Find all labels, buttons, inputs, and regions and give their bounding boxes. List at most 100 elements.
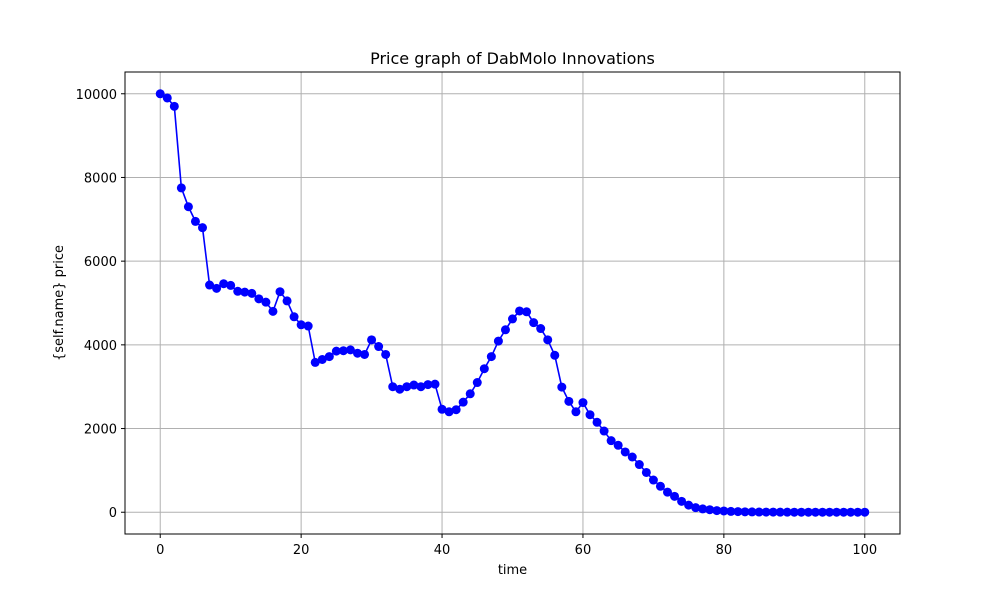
data-point <box>613 440 623 450</box>
data-point <box>381 349 391 359</box>
data-point <box>508 314 517 324</box>
data-point <box>430 379 440 389</box>
x-tick-label: 60 <box>575 543 592 558</box>
data-point <box>395 384 405 394</box>
data-point <box>515 306 525 316</box>
data-point <box>627 452 637 462</box>
data-point <box>169 101 179 111</box>
data-point <box>712 506 722 516</box>
data-point <box>324 352 334 362</box>
data-point <box>247 288 257 298</box>
data-point <box>268 306 278 316</box>
data-point <box>719 506 729 516</box>
x-tick-label: 40 <box>434 543 451 558</box>
x-tick-label: 100 <box>852 543 877 558</box>
data-point <box>860 507 870 517</box>
data-point <box>543 335 553 345</box>
data-point <box>444 407 454 417</box>
data-point <box>557 382 567 392</box>
data-point <box>782 507 792 517</box>
data-point <box>733 507 743 517</box>
data-point <box>254 294 264 304</box>
x-axis-label: time <box>498 563 527 578</box>
data-point <box>698 504 708 514</box>
data-point <box>183 202 193 212</box>
data-point <box>606 436 616 446</box>
data-point <box>529 318 539 328</box>
axis-ticks: 0 20 40 60 80 100 0 2000 4000 6000 8000 10000 <box>76 88 878 558</box>
data-point <box>578 398 588 408</box>
data-point <box>353 348 362 358</box>
data-point <box>296 320 306 330</box>
data-point <box>571 407 581 417</box>
data-point <box>670 491 680 501</box>
series-layer <box>155 89 870 517</box>
y-tick-label: 8000 <box>84 171 117 186</box>
data-point <box>705 505 715 515</box>
data-point <box>599 426 609 436</box>
data-point <box>641 467 651 477</box>
data-point <box>416 382 426 392</box>
x-tick-label: 20 <box>293 543 310 558</box>
data-point <box>810 507 820 517</box>
data-point <box>155 89 165 99</box>
chart-title: Price graph of DabMolo Innovations <box>370 49 655 68</box>
data-point <box>345 345 355 355</box>
data-point <box>796 507 806 517</box>
data-point <box>500 325 510 335</box>
data-point <box>853 507 863 517</box>
data-point <box>374 342 384 352</box>
data-point <box>458 397 468 407</box>
data-point <box>451 405 461 415</box>
data-point <box>402 382 412 392</box>
data-point <box>331 346 341 356</box>
y-tick-label: 4000 <box>84 339 117 354</box>
x-tick-label: 0 <box>156 543 164 558</box>
data-point <box>479 364 489 374</box>
data-point <box>550 350 560 360</box>
data-point <box>634 460 644 470</box>
data-point <box>367 335 377 345</box>
data-point <box>592 417 602 427</box>
data-point <box>740 507 750 517</box>
data-point <box>409 380 419 390</box>
data-point <box>536 324 546 334</box>
data-point <box>338 346 348 356</box>
data-point <box>437 404 447 414</box>
data-point <box>655 481 665 491</box>
plot-area-frame <box>124 71 901 535</box>
data-point <box>226 280 236 290</box>
data-point <box>219 279 229 289</box>
data-point <box>768 507 778 517</box>
data-point <box>310 357 320 367</box>
data-point <box>240 287 250 297</box>
y-tick-label: 2000 <box>84 423 117 438</box>
x-tick-label: 80 <box>716 543 733 558</box>
data-point <box>761 507 771 517</box>
data-point <box>282 296 292 306</box>
data-point <box>289 312 299 322</box>
data-point <box>648 475 658 485</box>
data-point <box>205 280 215 290</box>
data-point <box>684 500 694 510</box>
data-point <box>585 410 595 420</box>
data-point <box>493 336 503 346</box>
data-point <box>818 507 827 517</box>
data-point <box>423 380 433 390</box>
data-point <box>839 507 849 517</box>
data-point <box>198 223 207 233</box>
data-point <box>789 507 799 517</box>
data-point <box>775 507 785 517</box>
data-point <box>212 283 222 293</box>
data-point <box>677 496 687 506</box>
data-point <box>233 286 243 296</box>
data-point <box>726 506 736 516</box>
data-point <box>465 389 475 399</box>
data-point <box>317 354 327 364</box>
data-point <box>663 487 672 497</box>
y-tick-label: 0 <box>109 506 117 521</box>
data-point <box>620 447 630 457</box>
y-axis-label: {self.name} price <box>52 245 67 361</box>
